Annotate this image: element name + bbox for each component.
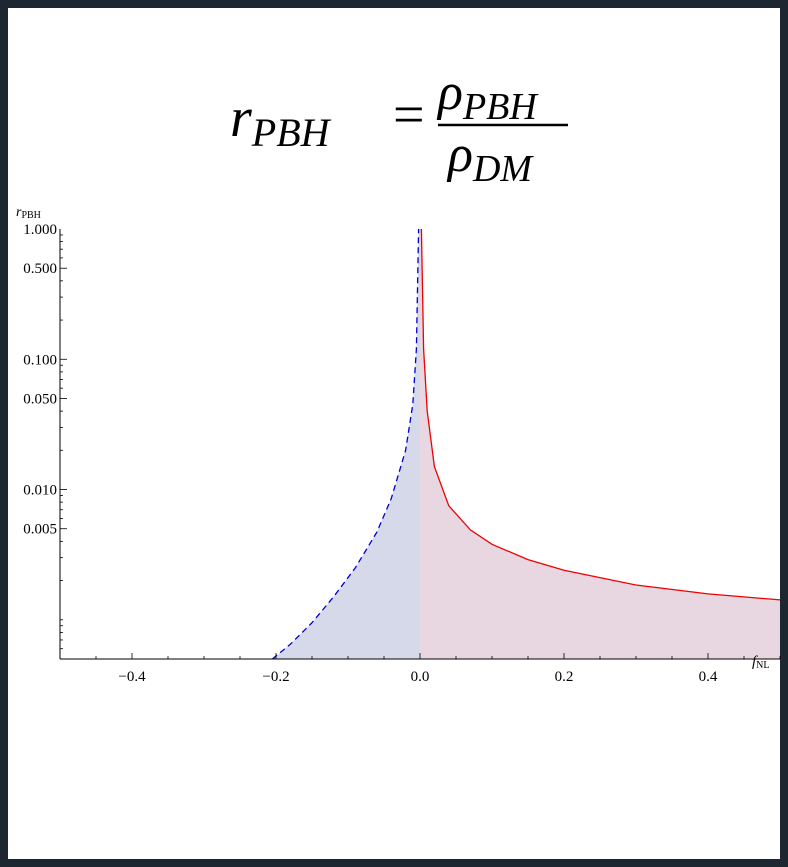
y-tick-label: 0.500 bbox=[23, 261, 57, 277]
x-axis-label: fNL bbox=[752, 654, 770, 671]
x-tick-label: 0.0 bbox=[411, 669, 430, 685]
axes bbox=[59, 229, 781, 660]
y-axis-label: rPBH bbox=[16, 205, 41, 221]
x-tick-label: −0.2 bbox=[262, 669, 289, 685]
formula-lhs-symbol: r bbox=[230, 87, 252, 149]
area-fills bbox=[272, 229, 780, 659]
formula-den-sub: DM bbox=[472, 148, 534, 190]
formula-num-sub: PBH bbox=[462, 86, 539, 128]
y-tick-label: 1.000 bbox=[23, 222, 57, 238]
y-tick-label: 0.050 bbox=[23, 391, 57, 407]
formula-equals: = bbox=[393, 84, 425, 146]
formula-lhs: rPBH bbox=[230, 87, 332, 155]
formula-den-symbol: ρ bbox=[446, 126, 473, 183]
series-2-line bbox=[420, 228, 781, 601]
y-tick-label: 0.100 bbox=[23, 352, 57, 368]
formula-lhs-sub: PBH bbox=[251, 110, 332, 155]
x-axis-label-symbol: f bbox=[752, 654, 758, 670]
x-tick-label: −0.4 bbox=[118, 669, 146, 685]
y-axis-label-sub: PBH bbox=[21, 210, 40, 221]
formula-numerator: ρPBH bbox=[436, 64, 539, 128]
chart: −0.4 −0.2 0.0 0.2 0.4 1.000 0.500 0.100 0.050 0.0… bbox=[16, 205, 781, 685]
formula-num-symbol: ρ bbox=[436, 64, 463, 121]
series-curves bbox=[271, 228, 781, 660]
y-axis-label-symbol: r bbox=[16, 205, 22, 220]
y-tick-label: 0.010 bbox=[23, 483, 57, 499]
series-1-line bbox=[271, 228, 420, 660]
axis-labels: −0.4 −0.2 0.0 0.2 0.4 1.000 0.500 0.100 0.050 0.0… bbox=[16, 205, 770, 685]
x-tick-label: 0.4 bbox=[699, 669, 718, 685]
x-tick-label: 0.2 bbox=[555, 669, 574, 685]
series-1-fill bbox=[272, 229, 420, 659]
formula: rPBH = ρPBH ρDM bbox=[230, 64, 568, 190]
y-tick-label: 0.005 bbox=[23, 522, 57, 538]
series-2-fill bbox=[420, 229, 780, 659]
x-axis-label-sub: NL bbox=[756, 660, 769, 671]
formula-denominator: ρDM bbox=[446, 126, 534, 190]
figure-panel: rPBH = ρPBH ρDM −0.4 −0.2 0.0 0.2 0.4 1.000 0.… bbox=[8, 8, 781, 859]
